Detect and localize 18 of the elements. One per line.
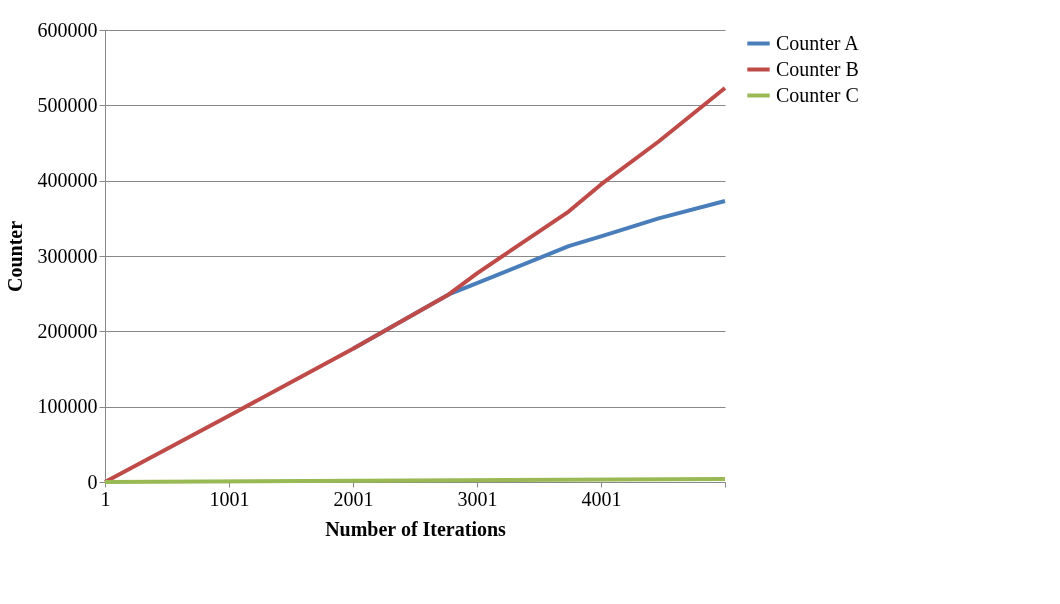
x-axis-title: Number of Iterations: [325, 517, 507, 540]
legend-label: Counter C: [776, 83, 859, 106]
y-axis-title: Counter: [3, 220, 26, 293]
x-tick-label: 2001: [333, 487, 374, 510]
y-tick-label: 100000: [37, 395, 98, 418]
x-tick-label: 1: [100, 487, 111, 510]
y-tick-label: 300000: [37, 244, 98, 267]
y-tick-label: 500000: [37, 93, 98, 116]
y-tick-label: 200000: [37, 319, 98, 342]
y-tick-label: 400000: [37, 169, 98, 192]
y-tick-label: 0: [87, 470, 98, 493]
legend-label: Counter B: [776, 57, 859, 80]
x-tick-label: 1001: [209, 487, 250, 510]
legend-label: Counter A: [776, 31, 860, 54]
y-tick-label: 600000: [37, 18, 98, 41]
x-tick-label: 4001: [581, 487, 622, 510]
x-tick-label: 3001: [457, 487, 498, 510]
line-series: [103, 86, 727, 484]
